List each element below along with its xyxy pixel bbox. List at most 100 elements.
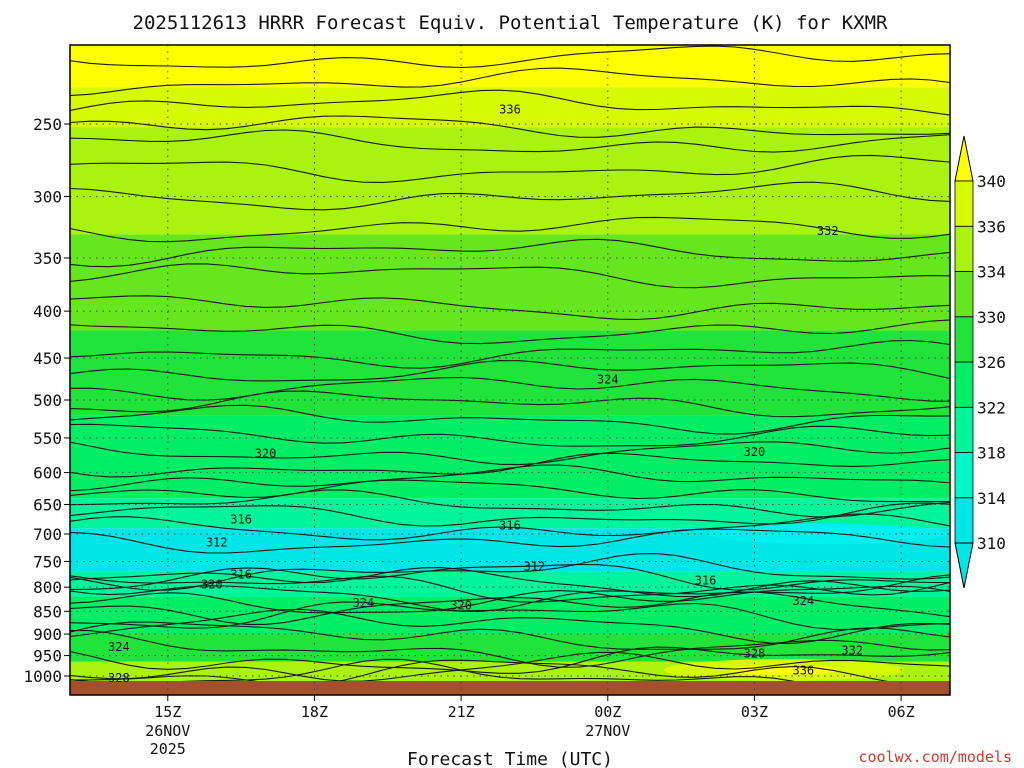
band-4 [70, 330, 950, 416]
contour-line-35 [70, 621, 950, 650]
y-tick-label-700: 700 [33, 525, 62, 544]
contour-lines [70, 45, 950, 695]
contour-line-10 [70, 295, 950, 321]
contour-label-9: 316 [230, 568, 252, 582]
contour-line-30 [70, 574, 950, 612]
contour-line-2 [70, 89, 950, 116]
band-9 [70, 596, 950, 635]
contour-line-32 [70, 591, 950, 625]
contour-line-33 [70, 601, 950, 630]
colorbar-bottom-arrow [954, 542, 974, 589]
contour-line-24 [70, 513, 950, 541]
colorbar-label-322: 322 [977, 398, 1006, 417]
colorbar-segment-330 [954, 271, 974, 318]
credit-text: coolwx.com/models [858, 748, 1012, 766]
y-tick-label-300: 300 [33, 188, 62, 207]
y-tick-label-950: 950 [33, 647, 62, 666]
contour-label-6: 316 [499, 518, 521, 532]
colorbar-label-336: 336 [977, 217, 1006, 236]
contour-label-13: 320 [450, 599, 472, 613]
x-tick-label-06Z: 06Z [888, 703, 915, 721]
contour-line-16 [70, 404, 950, 435]
y-tick-label-850: 850 [33, 602, 62, 621]
chart-title: 2025112613 HRRR Forecast Equiv. Potentia… [133, 12, 889, 34]
contour-line-5 [70, 154, 950, 183]
contour-line-34 [70, 608, 950, 644]
colorbar: 310 314 318 322 326 330 334 336 340 [954, 135, 1006, 589]
contour-line-37 [70, 646, 950, 674]
contour-line-23 [70, 502, 950, 527]
contour-line-8 [70, 238, 950, 268]
y-tick-label-500: 500 [33, 391, 62, 410]
colorbar-segment-334 [954, 225, 974, 272]
surface-hot-pocket [728, 664, 839, 675]
theta-e-bands [70, 45, 950, 682]
cold-pocket [707, 523, 948, 544]
y-tick-label-250: 250 [33, 115, 62, 134]
contour-line-12 [70, 339, 950, 369]
band-3 [70, 234, 950, 331]
y-tick-label-800: 800 [33, 578, 62, 597]
contour-line-17 [70, 423, 950, 447]
contour-label-15: 324 [108, 640, 130, 654]
x-tick-sublabel-00Z-0: 27NOV [585, 722, 630, 740]
y-axis: 250 300 350 400 450 500 550 600 650 700 750 800 850 9… [23, 115, 70, 686]
contour-line-25 [70, 528, 950, 554]
contour-line-29 [70, 575, 950, 603]
y-tick-label-400: 400 [33, 302, 62, 321]
colorbar-label-334: 334 [977, 263, 1006, 282]
band-0 [70, 45, 950, 88]
contour-line-3 [70, 115, 950, 138]
ground-surface [70, 681, 950, 695]
x-tick-label-03Z: 03Z [741, 703, 768, 721]
contour-label-8: 312 [524, 560, 546, 574]
y-tick-label-600: 600 [33, 464, 62, 483]
contour-line-14 [70, 376, 950, 402]
contour-label-5: 316 [230, 512, 252, 526]
contour-line-38 [70, 651, 950, 682]
contour-label-16: 328 [744, 646, 766, 660]
contour-line-4 [70, 129, 950, 153]
x-tick-sublabel-15Z-1: 2025 [150, 740, 186, 758]
y-tick-label-450: 450 [33, 349, 62, 368]
plot-area [70, 45, 950, 695]
contour-line-28 [70, 567, 950, 598]
colorbar-segment-314 [954, 452, 974, 499]
grid-lines [70, 45, 950, 695]
contour-label-2: 324 [597, 373, 619, 387]
colorbar-segment-310 [954, 497, 974, 544]
contour-line-15 [70, 390, 950, 418]
y-tick-label-550: 550 [33, 429, 62, 448]
contour-line-9 [70, 263, 950, 289]
y-tick-label-900: 900 [33, 625, 62, 644]
contour-line-31 [70, 585, 950, 614]
colorbar-label-310: 310 [977, 534, 1006, 553]
contour-label-4: 320 [744, 445, 766, 459]
contour-label-19: 328 [108, 671, 130, 685]
x-tick-label-21Z: 21Z [448, 703, 475, 721]
colorbar-segment-326 [954, 316, 974, 363]
contour-line-6 [70, 181, 950, 211]
colorbar-segment-322 [954, 361, 974, 408]
contour-label-12: 324 [352, 596, 374, 610]
contour-line-21 [70, 479, 950, 503]
band-10 [70, 634, 950, 662]
contour-line-19 [70, 452, 950, 478]
contour-line-11 [70, 319, 950, 345]
y-tick-label-650: 650 [33, 495, 62, 514]
band-2 [70, 127, 950, 235]
contour-line-20 [70, 464, 950, 492]
contour-line-36 [70, 630, 950, 668]
contour-label-1: 332 [817, 224, 839, 238]
contour-label-11: 320 [201, 578, 223, 592]
x-tick-label-18Z: 18Z [301, 703, 328, 721]
x-axis-label: Forecast Time (UTC) [407, 749, 613, 768]
contour-label-7: 312 [206, 535, 228, 549]
contour-label-17: 332 [841, 644, 863, 658]
contour-line-0 [70, 45, 950, 69]
contour-label-0: 336 [499, 102, 521, 116]
contour-line-1 [70, 67, 950, 97]
contour-line-39 [70, 659, 950, 688]
